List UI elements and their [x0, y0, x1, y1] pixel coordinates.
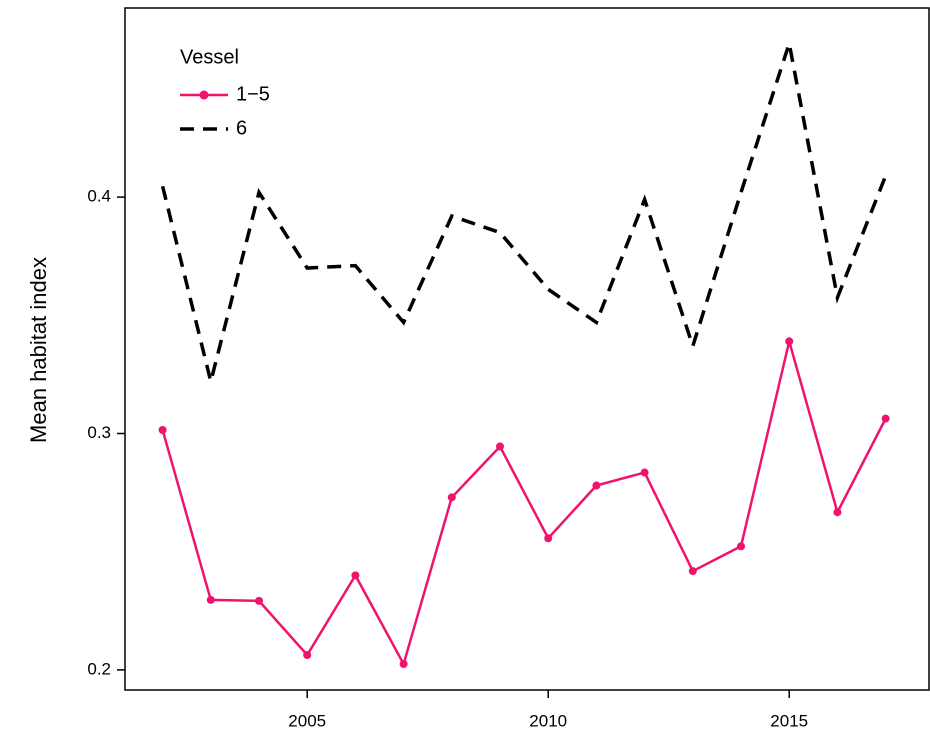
point: [447, 493, 456, 502]
point: [303, 651, 312, 660]
x-tick-label: 2010: [529, 711, 567, 730]
point: [206, 595, 215, 604]
point: [544, 534, 553, 543]
legend-label: 1−5: [236, 83, 270, 105]
legend-marker: [199, 90, 209, 100]
plot-frame: [124, 7, 930, 691]
point: [255, 596, 263, 605]
point: [688, 567, 697, 576]
x-tick-label: 2005: [288, 711, 326, 730]
point: [158, 425, 167, 434]
y-axis-label: Mean habitat index: [26, 257, 51, 443]
point: [785, 337, 794, 346]
point: [881, 414, 890, 423]
point: [399, 659, 408, 668]
point: [592, 481, 601, 490]
legend-title: Vessel: [180, 46, 239, 68]
y-tick-label: 0.2: [87, 659, 111, 678]
point: [351, 571, 360, 580]
x-tick-label: 2015: [770, 711, 808, 730]
y-tick-label: 0.3: [87, 423, 111, 442]
series-line: [161, 336, 887, 668]
point: [640, 468, 649, 477]
y-tick-label: 0.4: [87, 187, 111, 206]
point: [737, 542, 746, 551]
point: [496, 442, 505, 451]
point: [833, 508, 842, 517]
series-line: [160, 42, 888, 382]
legend-label: 6: [236, 117, 247, 139]
